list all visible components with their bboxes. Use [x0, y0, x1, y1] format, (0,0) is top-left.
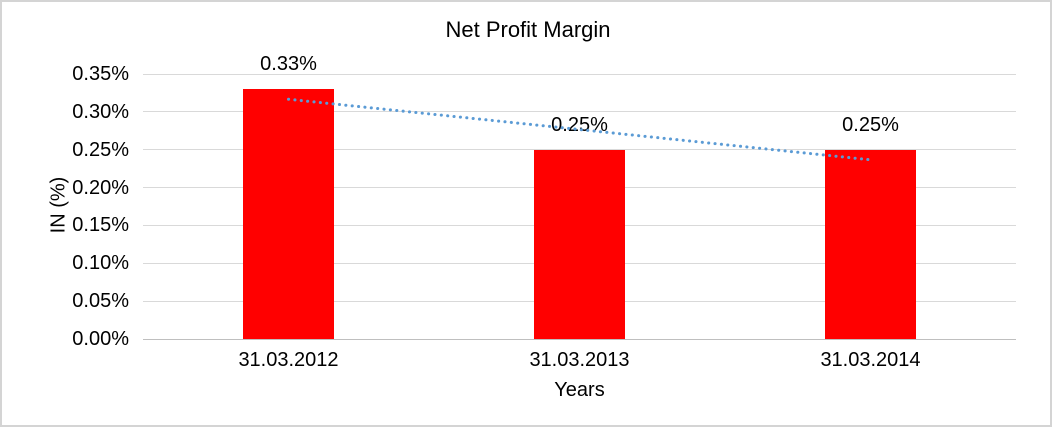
- chart-title: Net Profit Margin: [445, 17, 611, 42]
- y-axis-tick-label: 0.15%: [72, 214, 129, 237]
- bar: [825, 149, 916, 339]
- x-axis-category-label: 31.03.2013: [529, 349, 630, 371]
- bar: [243, 89, 334, 339]
- bar-data-label: 0.25%: [551, 113, 608, 136]
- x-axis-category-label: 31.03.2012: [238, 349, 339, 371]
- gridline: [143, 73, 1016, 75]
- y-axis-tick-label: 0.20%: [72, 176, 129, 199]
- y-axis-tick-label: 0.35%: [72, 63, 129, 85]
- bar-data-label: 0.33%: [260, 53, 317, 76]
- x-axis-line: [143, 339, 1016, 340]
- bar-data-label: 0.25%: [842, 113, 899, 136]
- bar: [534, 149, 625, 339]
- x-axis-title: Years: [554, 379, 605, 401]
- y-axis-tick-label: 0.00%: [72, 328, 129, 350]
- y-axis-tick-label: 0.30%: [72, 100, 129, 123]
- y-axis-tick-label: 0.05%: [72, 290, 129, 313]
- y-axis-tick-label: 0.10%: [72, 252, 129, 275]
- y-axis-tick-label: 0.25%: [72, 138, 129, 161]
- x-axis-category-label: 31.03.2014: [820, 349, 921, 371]
